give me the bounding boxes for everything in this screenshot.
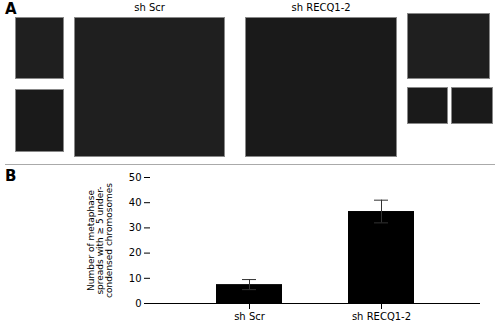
svg-text:50: 50	[129, 172, 142, 183]
svg-text:30: 30	[129, 222, 142, 233]
svg-text:sh RECQ1-2: sh RECQ1-2	[352, 311, 411, 322]
html-text:A: A	[5, 0, 17, 18]
html-text:B: B	[5, 167, 17, 185]
svg-text:0: 0	[135, 298, 141, 309]
svg-text:40: 40	[129, 197, 142, 208]
svg-text:20: 20	[129, 247, 142, 258]
svg-text:10: 10	[129, 273, 142, 284]
html-text:sh RECQ1-2: sh RECQ1-2	[291, 2, 351, 13]
svg-text:Number of metaphasespreads wit: Number of metaphasespreads with ≥ 5 unde…	[86, 183, 114, 298]
svg-text:sh Scr: sh Scr	[234, 311, 266, 322]
html-text:sh Scr: sh Scr	[134, 2, 165, 13]
